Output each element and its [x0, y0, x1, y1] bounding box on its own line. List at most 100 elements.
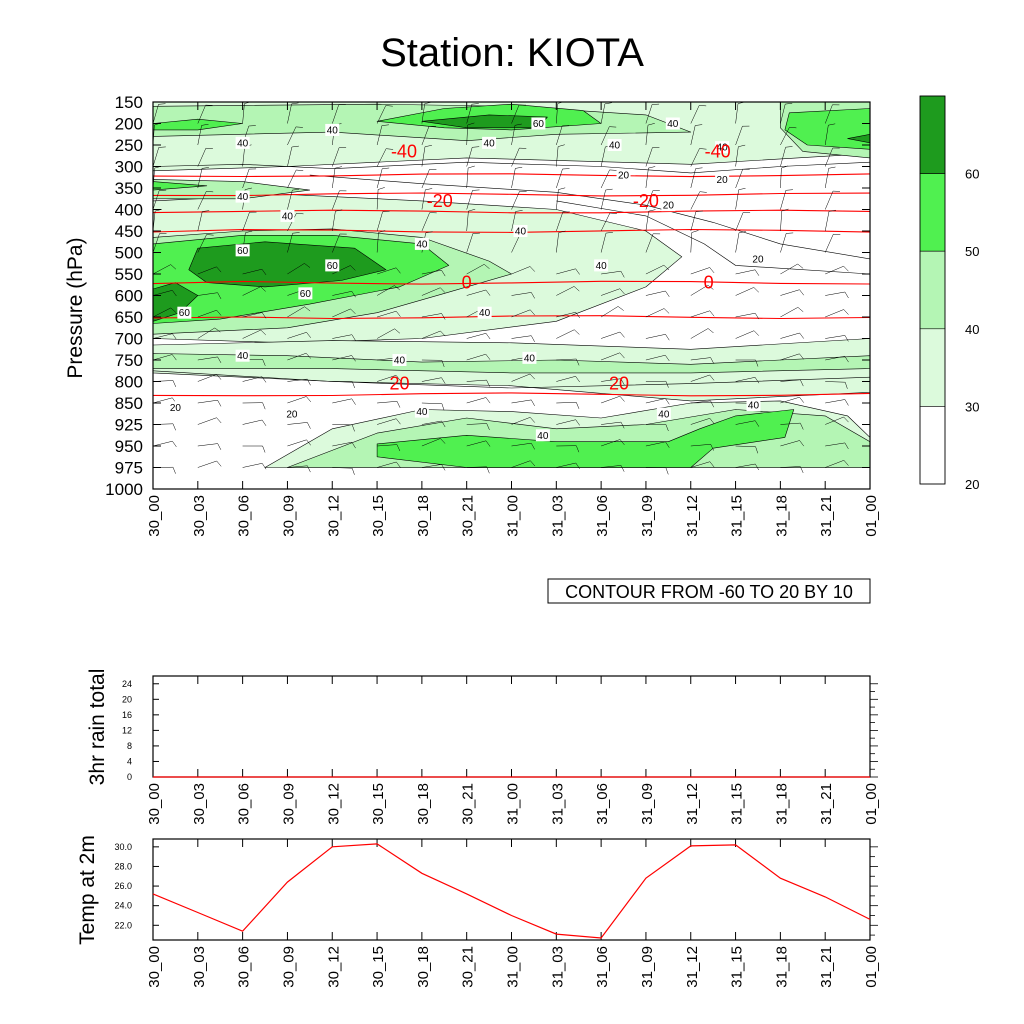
- rain-y-axis: 0 4 8 12 16 20 24: [122, 679, 878, 782]
- wind-barb: [645, 398, 670, 405]
- contour-label-bg: [594, 259, 609, 272]
- wind-barb: [824, 190, 841, 210]
- wind-barb: [421, 464, 446, 471]
- wind-barb: [600, 169, 617, 189]
- wind-barb: [332, 441, 356, 449]
- x-tick-label: 30_00: [146, 783, 163, 825]
- wind-barb: [825, 355, 849, 363]
- pressure-time-contour-panel: 60 40 40 40 40 40 40 20 20 40 40 20 40 40 40 20 60 60 60 60…: [64, 93, 880, 604]
- wind-barb: [197, 292, 222, 300]
- wind-barb: [824, 233, 841, 253]
- temperature-label: 0: [462, 273, 472, 293]
- wind-barb: [421, 377, 446, 384]
- wind-barb: [511, 417, 535, 425]
- wind-barb: [466, 333, 491, 340]
- contour-label-bg: [746, 399, 761, 412]
- wind-barb: [735, 445, 759, 454]
- contour-label-bg: [715, 141, 730, 154]
- x-tick-label: 31_06: [594, 783, 611, 825]
- wind-barb: [153, 354, 177, 361]
- rain-y-tick-label: 4: [127, 756, 132, 766]
- wind-barb: [869, 402, 870, 403]
- contour-label: 40: [535, 429, 550, 442]
- x-tick-label: 31_15: [729, 946, 746, 988]
- x-tick-label: 31_09: [639, 783, 656, 825]
- wind-barb: [511, 104, 527, 124]
- x-tick-label: 30_21: [460, 946, 477, 988]
- contour-label-bg: [414, 405, 429, 418]
- x-tick-label: 30_00: [146, 495, 163, 537]
- wind-barb: [287, 126, 303, 146]
- wind-barb: [153, 189, 167, 210]
- wind-barb: [869, 359, 870, 360]
- contour-label-text: 40: [282, 211, 294, 222]
- wind-barb: [466, 353, 491, 361]
- wind-barb: [601, 439, 625, 447]
- wind-barb: [332, 381, 355, 389]
- wind-barb: [690, 374, 715, 382]
- contour-label-bg: [298, 287, 313, 300]
- temp-y-tick-label: 26.0: [114, 881, 132, 891]
- contour-label: 20: [284, 407, 299, 420]
- wind-barb: [556, 102, 557, 103]
- wind-barb: [376, 167, 390, 189]
- wind-barb: [780, 103, 793, 124]
- wind-barb: [376, 187, 385, 210]
- wind-barb: [242, 402, 266, 410]
- wind-barb: [376, 148, 394, 167]
- wind-barb: [287, 102, 288, 103]
- colorbar-label: 30: [965, 399, 979, 414]
- wind-barb: [242, 211, 257, 232]
- x-tick-label: 30_12: [325, 946, 342, 988]
- time-axis: 30_00 30_03 30_06 30_09 30_12 30_15 30_18 30_21…: [146, 102, 880, 537]
- wind-barb: [332, 209, 343, 232]
- contour-label: 60: [298, 287, 313, 300]
- wind-barb: [690, 444, 714, 451]
- contour-label: 40: [235, 349, 250, 362]
- contour-label: 60: [235, 244, 250, 257]
- colorbar-label: 20: [965, 477, 979, 492]
- colorbar-frame: [919, 95, 946, 485]
- wind-barb: [690, 418, 715, 425]
- x-tick-label: 30_15: [370, 946, 387, 988]
- temp-y-axis: 22.0 24.0 26.0 28.0 30.0: [114, 842, 878, 936]
- wind-barb: [780, 146, 793, 167]
- temp-y-tick-label: 28.0: [114, 861, 132, 871]
- x-tick-label: 30_12: [325, 783, 342, 825]
- pressure-axis: 1502002503003504004505005506006507007508…: [105, 93, 870, 499]
- wind-barb: [377, 375, 401, 382]
- wind-barb: [645, 354, 670, 362]
- colorbar-swatch: [919, 95, 946, 174]
- wind-barb: [824, 123, 836, 146]
- contour-label-text: 60: [179, 308, 191, 319]
- wind-barb: [466, 102, 467, 103]
- wind-barb: [332, 190, 347, 210]
- wind-barb: [511, 102, 512, 103]
- wind-barb: [242, 286, 266, 296]
- wind-barb: [645, 290, 670, 297]
- temp-y-tick-label: 22.0: [114, 920, 132, 930]
- wind-barb: [780, 165, 789, 189]
- x-tick-label: 30_09: [280, 495, 297, 537]
- wind-barb: [735, 269, 760, 276]
- contour-label: 40: [482, 136, 497, 149]
- x-tick-label: 30_15: [370, 495, 387, 537]
- wind-barb: [287, 352, 311, 361]
- contour-label-text: 40: [524, 353, 536, 364]
- wind-barb: [869, 445, 870, 446]
- wind-barb: [690, 310, 715, 318]
- contour-label-text: 20: [752, 254, 764, 265]
- wind-barb: [511, 309, 535, 318]
- colorbar-label: 60: [965, 167, 979, 182]
- contour-label-text: 40: [237, 192, 249, 203]
- contour-label-text: 40: [667, 119, 679, 130]
- contour-label: 20: [661, 199, 676, 212]
- fill-region-12: [153, 118, 243, 131]
- wind-barb: [645, 264, 670, 275]
- wind-barb: [332, 233, 347, 253]
- y-tick-label: 925: [115, 416, 143, 435]
- wind-barb: [421, 438, 446, 447]
- wind-barb: [332, 102, 333, 103]
- wind-barb: [690, 400, 715, 408]
- wind-barb: [645, 441, 670, 448]
